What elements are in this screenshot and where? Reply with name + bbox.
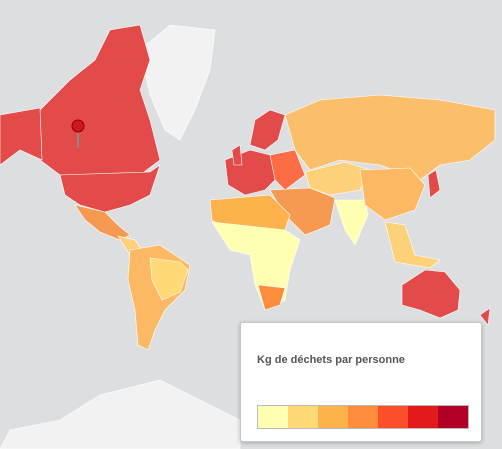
countries — [0, 24, 496, 449]
se-asia — [384, 221, 441, 269]
east-europe — [269, 149, 306, 191]
legend-swatch — [288, 406, 318, 428]
china — [359, 167, 426, 221]
legend-title: Kg de déchets par personne — [257, 354, 405, 366]
legend-swatch — [378, 406, 408, 428]
africa — [211, 221, 301, 311]
antarctica — [0, 379, 241, 449]
scandinavia — [249, 109, 286, 151]
greenland — [139, 24, 216, 141]
uk — [231, 144, 243, 166]
india — [334, 199, 369, 246]
legend: Kg de déchets par personne — [240, 322, 482, 442]
legend-scale — [257, 405, 469, 429]
australia — [401, 269, 461, 319]
legend-swatch — [258, 406, 288, 428]
legend-swatch — [438, 406, 468, 428]
legend-swatch — [348, 406, 378, 428]
russia — [284, 94, 496, 181]
brazil — [149, 257, 189, 301]
canada — [39, 24, 161, 176]
map-pin[interactable] — [71, 119, 85, 148]
legend-swatch — [408, 406, 438, 428]
alaska — [0, 107, 43, 166]
legend-swatch — [318, 406, 348, 428]
new-zealand — [479, 307, 491, 326]
usa — [59, 164, 161, 213]
japan — [427, 169, 441, 199]
south-africa — [257, 284, 286, 311]
